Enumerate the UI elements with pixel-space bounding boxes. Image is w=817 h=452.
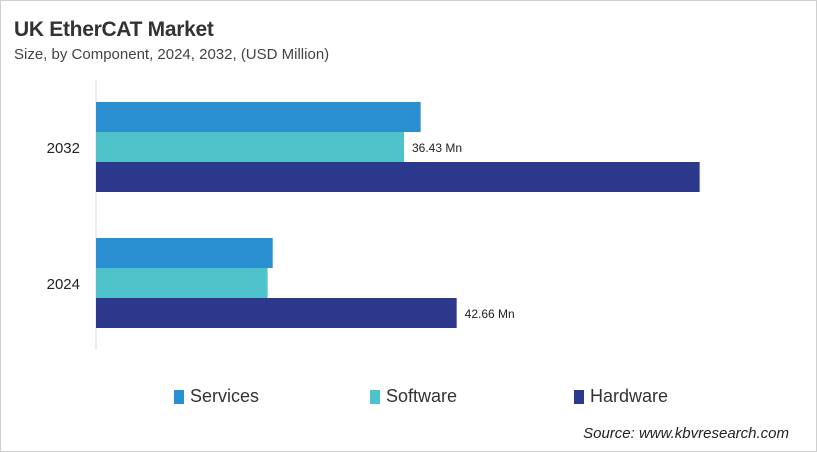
data-label: 36.43 Mn [412, 141, 462, 155]
source-note: Source: www.kbvresearch.com [583, 425, 789, 442]
bar-services-2032 [96, 102, 421, 132]
bar-hardware-2024 [96, 298, 457, 328]
chart-subtitle: Size, by Component, 2024, 2032, (USD Mil… [14, 46, 330, 63]
legend-label: Services [190, 386, 260, 406]
legend-swatch [574, 389, 584, 404]
legend-label: Software [386, 386, 458, 406]
category-label: 2032 [47, 140, 80, 157]
bar-hardware-2032 [96, 162, 700, 192]
legend-item-services: Services [174, 386, 259, 407]
bar-software-2032 [96, 132, 404, 162]
category-label: 2024 [47, 276, 80, 293]
chart-title: UK EtherCAT Market [14, 18, 214, 41]
legend-swatch [174, 389, 184, 404]
legend-item-hardware: Hardware [574, 386, 668, 407]
legend-swatch [370, 389, 380, 404]
bar-services-2024 [96, 238, 273, 268]
bar-software-2024 [96, 268, 268, 298]
data-label: 42.66 Mn [465, 307, 515, 321]
legend-label: Hardware [590, 386, 669, 406]
legend-item-software: Software [370, 386, 457, 407]
